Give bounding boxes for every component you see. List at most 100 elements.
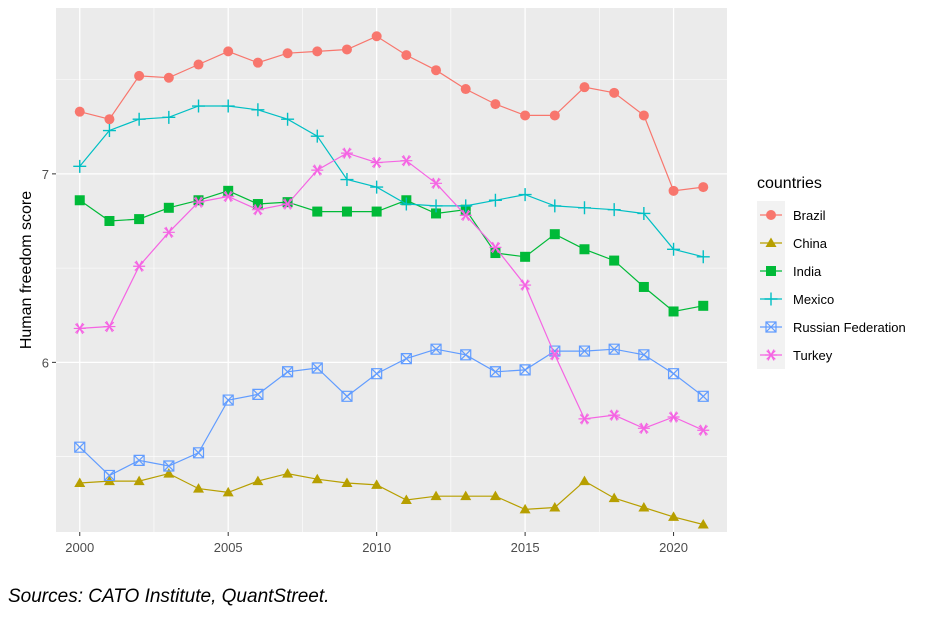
data-point-india <box>520 251 531 262</box>
data-point-brazil <box>252 57 263 68</box>
data-point-china <box>608 492 620 503</box>
data-point-mexico <box>221 99 235 113</box>
data-point-turkey <box>370 156 383 169</box>
data-point-russian-federation <box>489 366 502 378</box>
data-point-china <box>311 473 323 484</box>
legend-label-mexico: Mexico <box>793 292 834 307</box>
data-point-china <box>460 490 472 501</box>
legend-item-russian-federation: Russian Federation <box>757 313 906 341</box>
series-india <box>74 185 709 317</box>
data-point-brazil <box>401 50 412 61</box>
legend-key-marker-turkey <box>765 349 777 361</box>
data-point-india <box>252 199 263 210</box>
data-point-turkey <box>340 147 353 159</box>
data-point-russian-federation <box>578 345 591 357</box>
data-point-mexico <box>102 124 116 138</box>
data-point-brazil <box>193 59 204 70</box>
data-point-brazil <box>698 182 709 193</box>
data-point-turkey <box>73 322 86 335</box>
legend-label-brazil: Brazil <box>793 208 826 223</box>
data-point-china <box>489 490 501 501</box>
data-point-china <box>400 494 412 504</box>
data-point-china <box>252 475 264 486</box>
data-point-mexico <box>73 159 87 173</box>
data-point-turkey <box>519 279 532 291</box>
data-point-china <box>519 503 531 514</box>
data-point-russian-federation <box>163 460 175 472</box>
data-point-russian-federation <box>371 368 383 380</box>
y-tick-label: 6 <box>42 355 49 370</box>
data-point-india <box>282 197 293 208</box>
data-point-india <box>74 195 85 206</box>
data-point-russian-federation <box>252 388 264 401</box>
legend-key-marker-russian-federation <box>765 321 777 333</box>
legend-item-brazil: Brazil <box>757 201 826 229</box>
data-point-mexico <box>251 103 265 117</box>
data-point-mexico <box>518 188 532 202</box>
data-point-india <box>668 306 679 317</box>
data-point-turkey <box>251 203 264 216</box>
legend-item-india: India <box>757 257 822 285</box>
data-point-china <box>341 477 353 487</box>
data-point-mexico <box>162 110 176 124</box>
data-point-india <box>549 229 560 240</box>
data-point-brazil <box>638 110 649 121</box>
series-turkey <box>73 147 710 436</box>
legend-key-marker-mexico <box>764 292 778 306</box>
data-point-china <box>193 483 205 493</box>
series-line-india <box>79 190 704 313</box>
data-point-india <box>223 185 234 196</box>
x-tick-label: 2005 <box>214 540 243 555</box>
data-point-brazil <box>371 31 382 42</box>
series-line-brazil <box>79 35 704 192</box>
legend-key-marker-china <box>765 237 777 247</box>
data-point-turkey <box>400 154 413 167</box>
legend-title: countries <box>757 175 822 192</box>
data-point-india <box>134 214 145 225</box>
data-point-mexico <box>281 112 295 126</box>
x-tick-label: 2015 <box>511 540 540 555</box>
legend-label-india: India <box>793 264 822 279</box>
data-point-brazil <box>312 46 323 57</box>
data-point-turkey <box>162 226 175 238</box>
data-point-china <box>133 475 145 486</box>
data-point-china <box>222 486 234 497</box>
data-point-india <box>698 300 709 311</box>
data-point-mexico <box>607 203 621 217</box>
data-point-russian-federation <box>222 394 234 406</box>
data-point-mexico <box>696 250 710 264</box>
data-point-brazil <box>609 87 620 98</box>
data-point-turkey <box>489 241 502 254</box>
data-point-china <box>430 490 442 501</box>
plot-panel <box>56 8 727 532</box>
legend-label-russian-federation: Russian Federation <box>793 320 906 335</box>
data-point-russian-federation <box>697 390 709 402</box>
data-point-russian-federation <box>74 441 86 453</box>
data-point-mexico <box>548 199 562 213</box>
data-point-brazil <box>668 185 679 196</box>
data-point-russian-federation <box>608 343 620 355</box>
data-point-mexico <box>340 173 354 187</box>
data-point-brazil <box>460 84 471 95</box>
data-point-turkey <box>459 209 472 222</box>
legend-label-china: China <box>793 236 828 251</box>
data-point-brazil <box>223 46 234 57</box>
data-point-russian-federation <box>519 364 531 376</box>
series-line-turkey <box>79 152 704 431</box>
data-point-brazil <box>104 114 115 125</box>
data-point-china <box>163 468 175 478</box>
data-point-turkey <box>103 320 116 333</box>
data-point-russian-federation <box>281 366 294 378</box>
data-point-mexico <box>459 199 473 213</box>
data-point-mexico <box>488 193 502 207</box>
y-axis-title: Human freedom score <box>18 191 35 349</box>
data-point-turkey <box>430 177 443 189</box>
data-point-russian-federation <box>311 362 323 374</box>
data-point-turkey <box>133 260 146 272</box>
data-point-mexico <box>637 206 651 220</box>
data-point-brazil <box>74 106 85 117</box>
legend-key-marker-brazil <box>766 210 776 220</box>
data-point-russian-federation <box>667 368 680 380</box>
data-point-brazil <box>134 70 145 81</box>
